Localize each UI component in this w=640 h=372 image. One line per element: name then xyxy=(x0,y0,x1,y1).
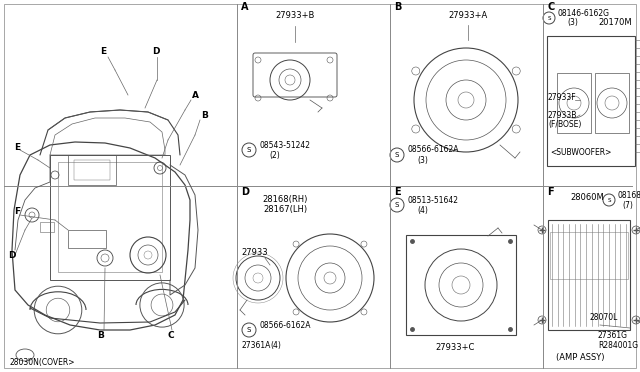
Text: (4): (4) xyxy=(417,206,428,215)
Text: (7): (7) xyxy=(622,201,633,210)
Text: 08513-51642: 08513-51642 xyxy=(407,196,458,205)
Text: S: S xyxy=(395,152,399,158)
Bar xyxy=(548,220,630,330)
Text: (4): (4) xyxy=(270,341,281,350)
Text: F: F xyxy=(14,208,20,217)
Text: C: C xyxy=(168,330,175,340)
Text: (AMP ASSY): (AMP ASSY) xyxy=(556,353,605,362)
Text: E: E xyxy=(14,144,20,153)
Text: E: E xyxy=(100,46,106,55)
Text: B: B xyxy=(394,2,401,12)
Text: 08168-6161A: 08168-6161A xyxy=(617,191,640,200)
Text: (2): (2) xyxy=(269,151,280,160)
Bar xyxy=(68,155,116,185)
Text: A: A xyxy=(192,90,199,99)
Text: S: S xyxy=(547,16,551,20)
Text: S: S xyxy=(247,147,251,153)
Text: 27933F: 27933F xyxy=(548,93,577,102)
Text: 27933: 27933 xyxy=(241,248,268,257)
Text: 27933+C: 27933+C xyxy=(435,343,474,352)
Text: 08566-6162A: 08566-6162A xyxy=(259,321,310,330)
Bar xyxy=(547,36,635,166)
Text: 28070L: 28070L xyxy=(590,313,618,322)
Text: D: D xyxy=(8,250,15,260)
Text: 28167(LH): 28167(LH) xyxy=(263,205,307,214)
Text: D: D xyxy=(241,187,249,197)
Text: 27933+A: 27933+A xyxy=(449,11,488,20)
Text: B: B xyxy=(97,330,104,340)
Text: <SUBWOOFER>: <SUBWOOFER> xyxy=(550,148,611,157)
Text: D: D xyxy=(152,46,159,55)
Bar xyxy=(550,232,628,279)
Text: 27361A: 27361A xyxy=(241,341,270,350)
Text: 20170M: 20170M xyxy=(598,18,632,27)
Text: (3): (3) xyxy=(417,156,428,165)
Text: 08146-6162G: 08146-6162G xyxy=(557,9,609,18)
Text: 08566-6162A: 08566-6162A xyxy=(407,145,458,154)
Text: R284001G: R284001G xyxy=(598,341,638,350)
Text: F: F xyxy=(547,187,554,197)
Bar xyxy=(557,73,591,133)
Text: 27933B: 27933B xyxy=(548,111,577,120)
Text: 28168(RH): 28168(RH) xyxy=(262,195,308,204)
Text: 27933+B: 27933+B xyxy=(275,11,315,20)
Bar xyxy=(68,230,106,248)
Text: S: S xyxy=(395,202,399,208)
Text: 28060M: 28060M xyxy=(570,193,604,202)
Text: (3): (3) xyxy=(567,18,578,27)
Text: A: A xyxy=(241,2,248,12)
Text: 08543-51242: 08543-51242 xyxy=(259,141,310,150)
Text: S: S xyxy=(247,327,251,333)
Text: 28030N(COVER>: 28030N(COVER> xyxy=(10,358,76,367)
Bar xyxy=(74,160,110,180)
Text: S: S xyxy=(607,198,611,202)
Text: E: E xyxy=(394,187,401,197)
Text: (F/BOSE): (F/BOSE) xyxy=(548,120,581,129)
Bar xyxy=(40,222,54,232)
Text: 27361G: 27361G xyxy=(598,331,628,340)
Text: C: C xyxy=(547,2,554,12)
Bar xyxy=(406,235,516,335)
Bar xyxy=(595,73,629,133)
Text: B: B xyxy=(201,110,208,119)
